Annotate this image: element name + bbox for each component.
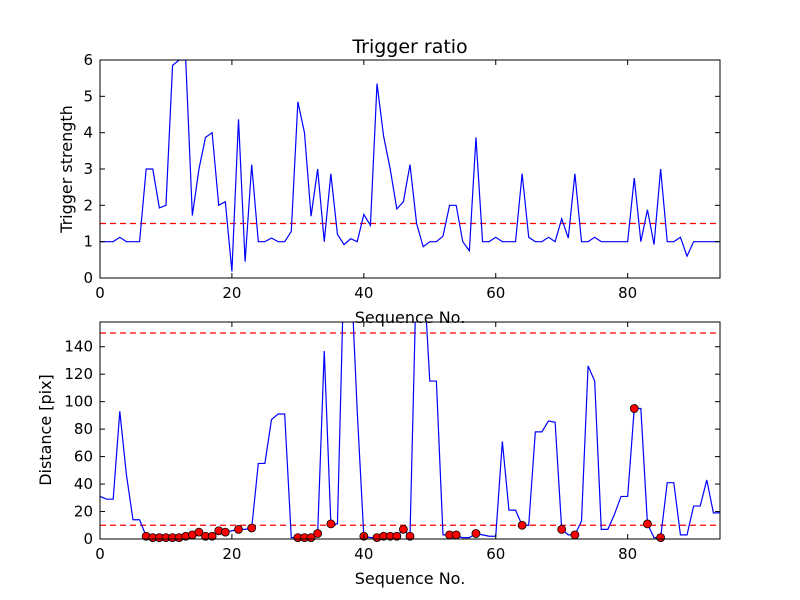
bottom-markers-group <box>141 404 666 543</box>
bottom-y-tick-label: 20 <box>74 503 93 521</box>
bottom-trigger-marker <box>392 531 402 541</box>
top-y-tick-label: 3 <box>83 160 93 178</box>
top-ticks-group: 0 20 40 60 80 0 1 2 3 4 5 6 <box>83 51 720 302</box>
bottom-trigger-marker <box>194 527 204 537</box>
bottom-x-tick-label: 60 <box>486 545 505 563</box>
bottom-trigger-marker <box>399 524 408 534</box>
top-y-tick-label: 1 <box>83 233 93 251</box>
top-y-tick-label: 2 <box>83 196 93 214</box>
top-series-group <box>100 60 720 272</box>
top-x-tick-label: 20 <box>222 284 241 302</box>
top-x-tick-label: 40 <box>354 284 373 302</box>
trigger-ratio-panel: Trigger ratio 0 20 40 60 80 0 1 2 3 4 5 6 Sequence … <box>57 36 721 327</box>
bottom-plot-frame <box>99 321 721 540</box>
top-series-line-0 <box>100 60 720 272</box>
bottom-trigger-marker <box>247 523 257 533</box>
chart-title: Trigger ratio <box>351 36 467 58</box>
top-x-tick-label: 60 <box>486 284 505 302</box>
top-x-tick-label: 80 <box>618 284 637 302</box>
bottom-trigger-marker <box>405 531 415 541</box>
bottom-y-tick-label: 140 <box>64 338 93 356</box>
bottom-y-axis-label: Distance [pix] <box>36 374 55 486</box>
bottom-trigger-marker <box>557 524 567 534</box>
bottom-trigger-marker <box>306 533 316 543</box>
top-x-tick-label: 0 <box>95 284 105 302</box>
distance-panel: 0 20 40 60 80 0 20 40 60 80 100 120 140 Sequence No.… <box>36 321 721 588</box>
bottom-trigger-marker <box>643 519 652 529</box>
bottom-trigger-marker <box>313 529 323 538</box>
top-y-axis-label: Trigger strength <box>57 105 76 234</box>
bottom-ticks-group: 0 20 40 60 80 0 20 40 60 80 100 120 140 <box>64 322 720 563</box>
top-x-axis-label: Sequence No. <box>355 308 466 327</box>
top-y-tick-label: 6 <box>83 51 93 69</box>
bottom-y-tick-label: 40 <box>74 475 93 493</box>
bottom-x-tick-label: 80 <box>618 545 637 563</box>
bottom-trigger-marker <box>326 519 336 529</box>
bottom-x-tick-label: 0 <box>95 545 105 563</box>
bottom-trigger-marker <box>656 533 666 543</box>
top-y-tick-label: 4 <box>83 124 93 142</box>
bottom-y-tick-label: 100 <box>64 393 93 411</box>
bottom-y-tick-label: 0 <box>83 530 93 548</box>
top-y-tick-label: 0 <box>83 269 93 287</box>
bottom-trigger-marker <box>234 524 243 534</box>
bottom-trigger-marker <box>517 520 527 530</box>
bottom-x-tick-label: 20 <box>222 545 241 563</box>
bottom-y-tick-label: 60 <box>74 448 93 466</box>
bottom-trigger-marker <box>570 530 580 540</box>
bottom-x-tick-label: 40 <box>354 545 373 563</box>
bottom-x-axis-label: Sequence No. <box>355 569 466 588</box>
bottom-y-tick-label: 120 <box>64 365 93 383</box>
bottom-trigger-marker <box>629 404 639 413</box>
bottom-trigger-marker <box>451 530 461 540</box>
bottom-trigger-marker <box>220 527 230 537</box>
bottom-y-tick-label: 80 <box>74 420 93 438</box>
bottom-trigger-marker <box>207 531 217 541</box>
top-y-tick-label: 5 <box>83 87 93 105</box>
bottom-trigger-marker <box>471 529 481 538</box>
